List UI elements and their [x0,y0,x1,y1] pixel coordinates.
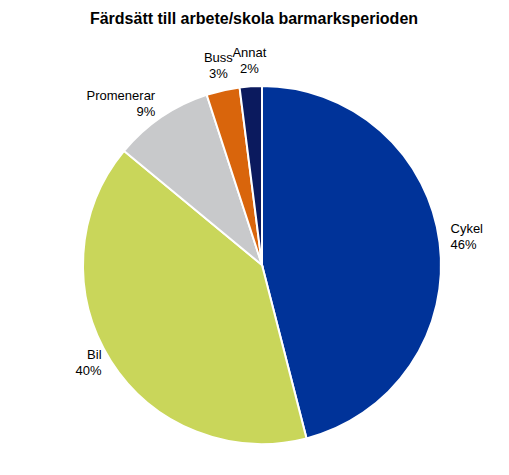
value-label: 40% [76,363,102,378]
slice-label: Promenerar [87,88,156,103]
slice-label: Cykel [451,221,484,236]
slices [83,86,441,444]
value-label: 2% [240,61,259,76]
value-label: 9% [136,104,155,119]
title: Färdsätt till arbete/skola barmarksperio… [90,10,418,27]
labels: Cykel46% Bil40% Promenerar9% Buss3% Annat2% [76,45,484,377]
value-label: 46% [451,237,477,252]
slice-label: Buss [204,50,233,65]
slice-label: Annat [232,45,266,60]
slice-label: Bil [87,347,102,362]
value-label: 3% [209,66,228,81]
chart: Färdsätt till arbete/skola barmarksperio… [0,0,509,475]
slice [240,86,262,265]
